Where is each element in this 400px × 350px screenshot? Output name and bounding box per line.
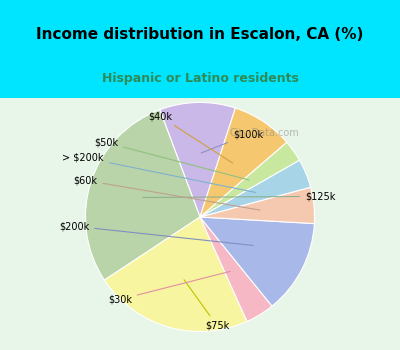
Text: Hispanic or Latino residents: Hispanic or Latino residents (102, 72, 298, 85)
Wedge shape (200, 142, 300, 217)
Wedge shape (200, 160, 311, 217)
Wedge shape (200, 217, 272, 321)
Text: > $200k: > $200k (62, 153, 256, 192)
Text: $40k: $40k (148, 111, 232, 163)
Text: City-Data.com: City-Data.com (230, 128, 300, 138)
Text: $200k: $200k (59, 221, 253, 245)
Text: $30k: $30k (108, 271, 230, 304)
Text: $50k: $50k (94, 138, 249, 180)
Text: $125k: $125k (143, 191, 336, 201)
Wedge shape (86, 110, 200, 280)
Wedge shape (200, 187, 314, 224)
Text: $100k: $100k (201, 130, 263, 153)
Wedge shape (200, 108, 287, 217)
Text: $60k: $60k (74, 175, 260, 210)
Wedge shape (200, 217, 314, 306)
Wedge shape (104, 217, 247, 331)
Text: $75k: $75k (184, 280, 229, 331)
Wedge shape (160, 103, 235, 217)
Text: Income distribution in Escalon, CA (%): Income distribution in Escalon, CA (%) (36, 27, 364, 42)
